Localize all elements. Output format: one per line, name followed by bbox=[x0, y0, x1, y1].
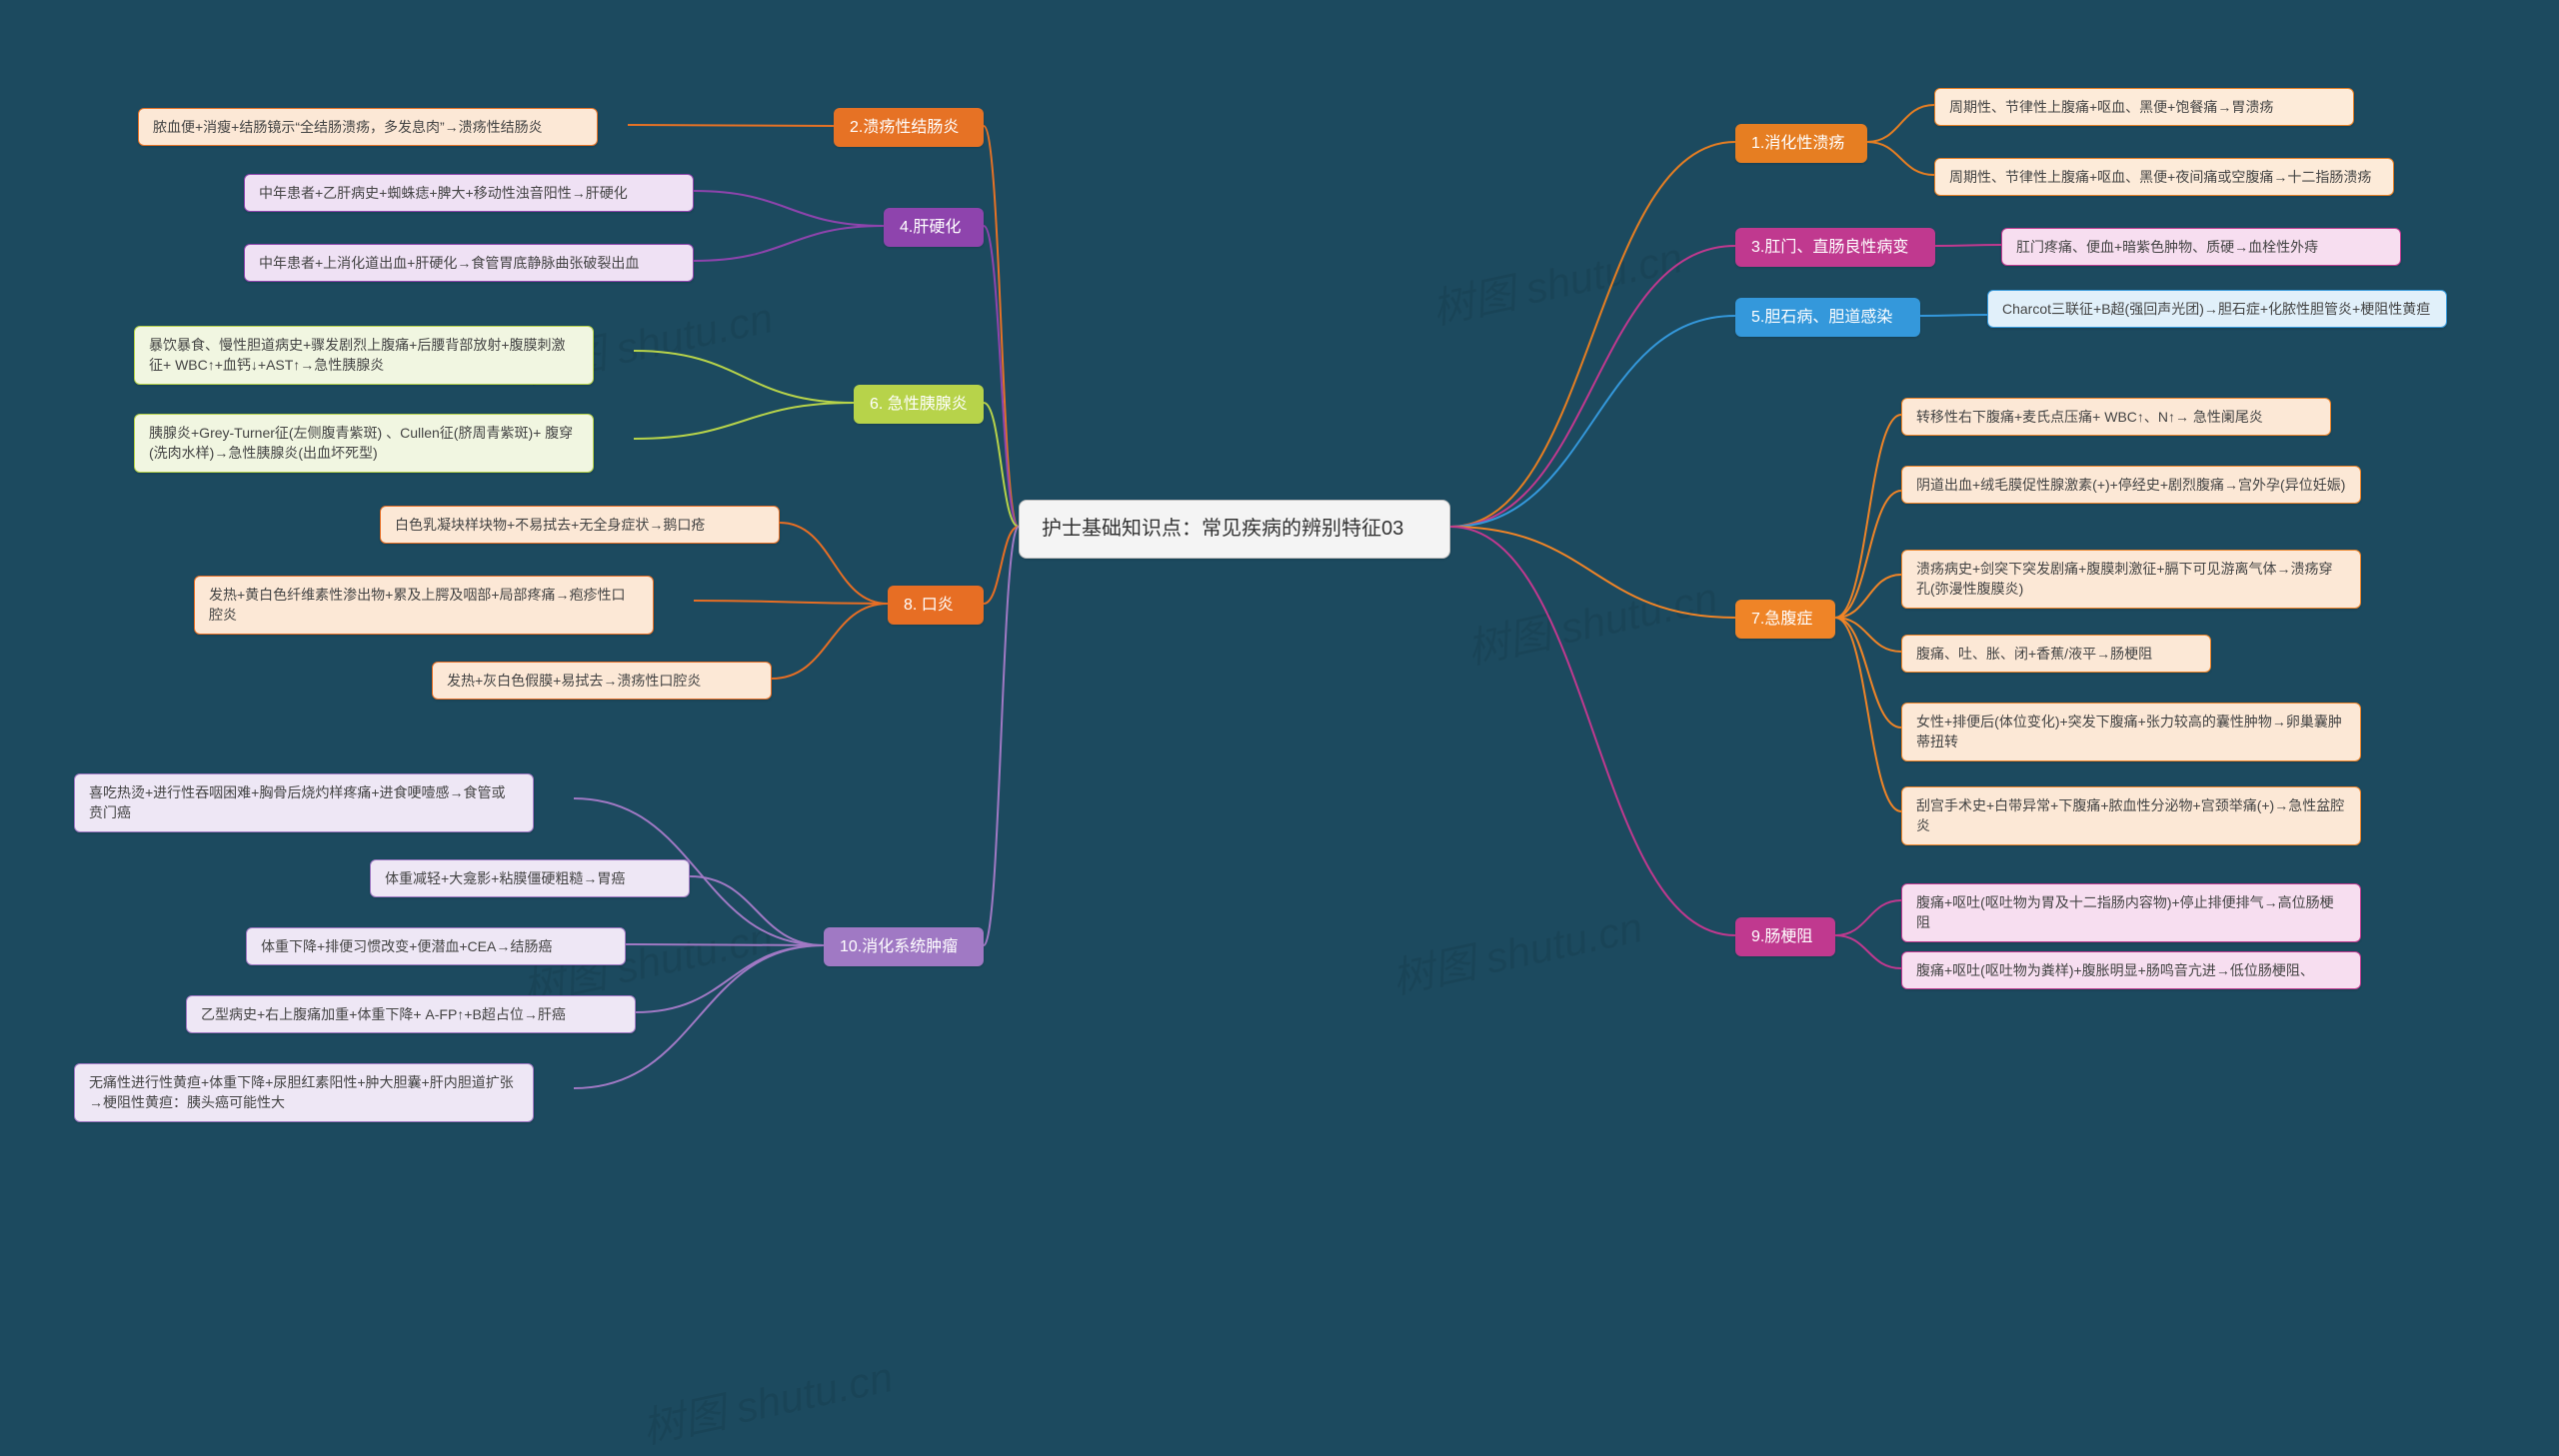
node-text: 转移性右下腹痛+麦氏点压痛+ WBC↑、N↑→ 急性阑尾炎 bbox=[1916, 409, 2263, 425]
node-text: 体重下降+排便习惯改变+便潜血+CEA→结肠癌 bbox=[261, 938, 552, 954]
node-text: 3.肛门、直肠良性病变 bbox=[1751, 239, 1908, 256]
b7: 7.急腹症 bbox=[1735, 600, 1835, 639]
leaf: 白色乳凝块样块物+不易拭去+无全身症状→鹅口疮 bbox=[380, 506, 780, 544]
root: 护士基础知识点：常见疾病的辨别特征03 bbox=[1019, 500, 1450, 559]
b4: 4.肝硬化 bbox=[884, 208, 984, 247]
node-text: 发热+灰白色假膜+易拭去→溃疡性口腔炎 bbox=[447, 673, 701, 689]
node-text: 周期性、节律性上腹痛+呕血、黑便+饱餐痛→胃溃疡 bbox=[1949, 99, 2273, 115]
node-text: 5.胆石病、胆道感染 bbox=[1751, 309, 1892, 326]
node-text: 肛门疼痛、便血+暗紫色肿物、质硬→血栓性外痔 bbox=[2016, 239, 2318, 255]
node-text: 女性+排便后(体位变化)+突发下腹痛+张力较高的囊性肿物→卵巢囊肿蒂扭转 bbox=[1916, 714, 2342, 749]
node-text: 8. 口炎 bbox=[904, 597, 954, 614]
leaf: Charcot三联征+B超(强回声光团)→胆石症+化脓性胆管炎+梗阻性黄疸 bbox=[1987, 290, 2447, 328]
node-text: 护士基础知识点：常见疾病的辨别特征03 bbox=[1042, 518, 1403, 540]
node-text: 中年患者+上消化道出血+肝硬化→食管胃底静脉曲张破裂出血 bbox=[259, 255, 639, 271]
leaf: 体重减轻+大龛影+粘膜僵硬粗糙→胃癌 bbox=[370, 859, 690, 897]
leaf: 脓血便+消瘦+结肠镜示“全结肠溃疡，多发息肉”→溃疡性结肠炎 bbox=[138, 108, 598, 146]
node-text: 无痛性进行性黄疸+体重下降+尿胆红素阳性+肿大胆囊+肝内胆道扩张→梗阻性黄疸：胰… bbox=[89, 1074, 514, 1110]
node-text: 10.消化系统肿瘤 bbox=[840, 938, 958, 955]
node-text: 阴道出血+绒毛膜促性腺激素(+)+停经史+剧烈腹痛→宫外孕(异位妊娠) bbox=[1916, 477, 2345, 493]
node-text: 中年患者+乙肝病史+蜘蛛痣+脾大+移动性浊音阳性→肝硬化 bbox=[259, 185, 628, 201]
watermark: 树图 shutu.cn bbox=[1425, 224, 1687, 337]
b10: 10.消化系统肿瘤 bbox=[824, 927, 984, 966]
leaf: 女性+排便后(体位变化)+突发下腹痛+张力较高的囊性肿物→卵巢囊肿蒂扭转 bbox=[1901, 703, 2361, 761]
node-text: 腹痛+呕吐(呕吐物为粪样)+腹胀明显+肠鸣音亢进→低位肠梗阻、 bbox=[1916, 962, 2314, 978]
leaf: 转移性右下腹痛+麦氏点压痛+ WBC↑、N↑→ 急性阑尾炎 bbox=[1901, 398, 2331, 436]
leaf: 暴饮暴食、慢性胆道病史+骤发剧烈上腹痛+后腰背部放射+腹膜刺激征+ WBC↑+血… bbox=[134, 326, 594, 385]
leaf: 发热+灰白色假膜+易拭去→溃疡性口腔炎 bbox=[432, 662, 772, 700]
b5: 5.胆石病、胆道感染 bbox=[1735, 298, 1920, 337]
watermark: 树图 shutu.cn bbox=[636, 1343, 898, 1456]
leaf: 无痛性进行性黄疸+体重下降+尿胆红素阳性+肿大胆囊+肝内胆道扩张→梗阻性黄疸：胰… bbox=[74, 1063, 534, 1122]
leaf: 周期性、节律性上腹痛+呕血、黑便+夜间痛或空腹痛→十二指肠溃疡 bbox=[1934, 158, 2394, 196]
leaf: 腹痛+呕吐(呕吐物为胃及十二指肠内容物)+停止排便排气→高位肠梗阻 bbox=[1901, 883, 2361, 942]
node-text: 6. 急性胰腺炎 bbox=[870, 396, 968, 413]
b8: 8. 口炎 bbox=[888, 586, 984, 625]
node-text: 发热+黄白色纤维素性渗出物+累及上腭及咽部+局部疼痛→疱疹性口腔炎 bbox=[209, 587, 626, 623]
node-text: 乙型病史+右上腹痛加重+体重下降+ A-FP↑+B超占位→肝癌 bbox=[201, 1006, 566, 1022]
node-text: 白色乳凝块样块物+不易拭去+无全身症状→鹅口疮 bbox=[395, 517, 705, 533]
leaf: 发热+黄白色纤维素性渗出物+累及上腭及咽部+局部疼痛→疱疹性口腔炎 bbox=[194, 576, 654, 635]
node-text: 9.肠梗阻 bbox=[1751, 928, 1812, 945]
node-text: 脓血便+消瘦+结肠镜示“全结肠溃疡，多发息肉”→溃疡性结肠炎 bbox=[153, 119, 543, 135]
b1: 1.消化性溃疡 bbox=[1735, 124, 1867, 163]
leaf: 体重下降+排便习惯改变+便潜血+CEA→结肠癌 bbox=[246, 927, 626, 965]
node-text: 1.消化性溃疡 bbox=[1751, 135, 1844, 152]
node-text: 喜吃热烫+进行性吞咽困难+胸骨后烧灼样疼痛+进食哽噎感→食管或贲门癌 bbox=[89, 784, 506, 820]
leaf: 喜吃热烫+进行性吞咽困难+胸骨后烧灼样疼痛+进食哽噎感→食管或贲门癌 bbox=[74, 773, 534, 832]
node-text: 腹痛、吐、胀、闭+香蕉/液平→肠梗阻 bbox=[1916, 646, 2152, 662]
leaf: 溃疡病史+剑突下突发剧痛+腹膜刺激征+膈下可见游离气体→溃疡穿孔(弥漫性腹膜炎) bbox=[1901, 550, 2361, 609]
watermark: 树图 shutu.cn bbox=[1385, 893, 1647, 1006]
b3: 3.肛门、直肠良性病变 bbox=[1735, 228, 1935, 267]
leaf: 刮宫手术史+白带异常+下腹痛+脓血性分泌物+宫颈举痛(+)→急性盆腔炎 bbox=[1901, 786, 2361, 845]
node-text: 刮宫手术史+白带异常+下腹痛+脓血性分泌物+宫颈举痛(+)→急性盆腔炎 bbox=[1916, 797, 2344, 833]
leaf: 中年患者+乙肝病史+蜘蛛痣+脾大+移动性浊音阳性→肝硬化 bbox=[244, 174, 694, 212]
node-text: Charcot三联征+B超(强回声光团)→胆石症+化脓性胆管炎+梗阻性黄疸 bbox=[2002, 301, 2430, 317]
node-text: 2.溃疡性结肠炎 bbox=[850, 119, 959, 136]
leaf: 胰腺炎+Grey-Turner征(左侧腹青紫斑) 、Cullen征(脐周青紫斑)… bbox=[134, 414, 594, 473]
node-text: 腹痛+呕吐(呕吐物为胃及十二指肠内容物)+停止排便排气→高位肠梗阻 bbox=[1916, 894, 2334, 930]
b9: 9.肠梗阻 bbox=[1735, 917, 1835, 956]
node-text: 7.急腹症 bbox=[1751, 611, 1812, 628]
leaf: 阴道出血+绒毛膜促性腺激素(+)+停经史+剧烈腹痛→宫外孕(异位妊娠) bbox=[1901, 466, 2361, 504]
b2: 2.溃疡性结肠炎 bbox=[834, 108, 984, 147]
node-text: 胰腺炎+Grey-Turner征(左侧腹青紫斑) 、Cullen征(脐周青紫斑)… bbox=[149, 425, 573, 461]
leaf: 周期性、节律性上腹痛+呕血、黑便+饱餐痛→胃溃疡 bbox=[1934, 88, 2354, 126]
watermark: 树图 shutu.cn bbox=[1460, 564, 1722, 677]
leaf: 肛门疼痛、便血+暗紫色肿物、质硬→血栓性外痔 bbox=[2001, 228, 2401, 266]
leaf: 中年患者+上消化道出血+肝硬化→食管胃底静脉曲张破裂出血 bbox=[244, 244, 694, 282]
node-text: 暴饮暴食、慢性胆道病史+骤发剧烈上腹痛+后腰背部放射+腹膜刺激征+ WBC↑+血… bbox=[149, 337, 566, 373]
b6: 6. 急性胰腺炎 bbox=[854, 385, 984, 424]
leaf: 乙型病史+右上腹痛加重+体重下降+ A-FP↑+B超占位→肝癌 bbox=[186, 995, 636, 1033]
node-text: 周期性、节律性上腹痛+呕血、黑便+夜间痛或空腹痛→十二指肠溃疡 bbox=[1949, 169, 2371, 185]
leaf: 腹痛+呕吐(呕吐物为粪样)+腹胀明显+肠鸣音亢进→低位肠梗阻、 bbox=[1901, 951, 2361, 989]
node-text: 体重减轻+大龛影+粘膜僵硬粗糙→胃癌 bbox=[385, 870, 625, 886]
node-text: 4.肝硬化 bbox=[900, 219, 961, 236]
leaf: 腹痛、吐、胀、闭+香蕉/液平→肠梗阻 bbox=[1901, 635, 2211, 673]
node-text: 溃疡病史+剑突下突发剧痛+腹膜刺激征+膈下可见游离气体→溃疡穿孔(弥漫性腹膜炎) bbox=[1916, 561, 2333, 597]
